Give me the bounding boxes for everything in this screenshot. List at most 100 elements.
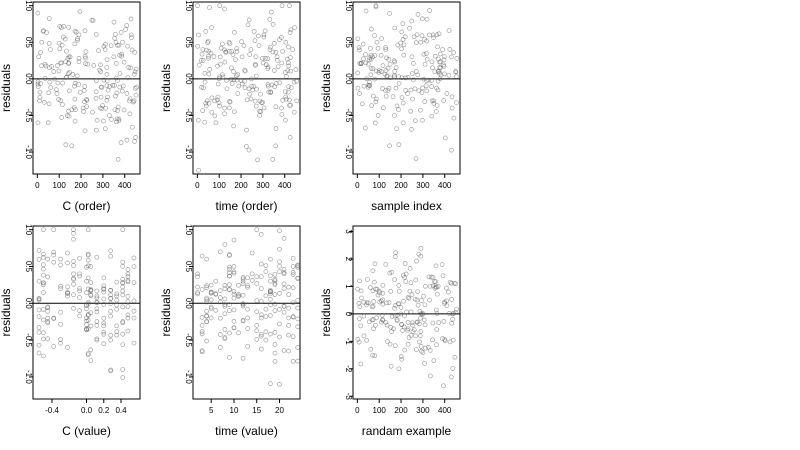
data-point	[450, 316, 455, 322]
data-point	[388, 324, 393, 330]
data-point	[53, 87, 59, 93]
data-point	[112, 31, 118, 37]
data-point	[36, 330, 42, 335]
data-point	[277, 263, 282, 269]
data-point	[405, 295, 411, 300]
data-point	[290, 334, 296, 340]
data-point	[415, 12, 421, 17]
data-point	[90, 109, 95, 115]
data-point	[258, 109, 264, 114]
data-point	[358, 361, 364, 367]
data-point	[447, 47, 453, 52]
data-point	[384, 322, 390, 328]
data-point	[66, 88, 72, 94]
data-point	[454, 306, 459, 312]
data-point	[377, 299, 383, 305]
data-point	[448, 374, 454, 380]
data-point	[439, 262, 445, 267]
data-point	[440, 273, 446, 279]
data-point	[85, 326, 91, 332]
data-point	[368, 46, 373, 51]
data-point	[245, 343, 250, 349]
data-point	[91, 63, 97, 68]
data-point	[220, 41, 225, 47]
data-point	[40, 317, 46, 323]
data-point	[222, 286, 228, 291]
data-point	[272, 330, 278, 335]
data-point	[369, 317, 375, 323]
panel-1: 0 100 200 300 400 -1.0 -0.5 0.0 0.5 1.0 C (order) r…	[0, 0, 141, 213]
data-point	[71, 292, 76, 297]
data-point	[372, 120, 378, 126]
y-tick-label: 0	[344, 312, 353, 317]
data-point	[405, 320, 411, 325]
data-point	[130, 124, 135, 130]
data-point	[272, 342, 278, 347]
data-point	[271, 68, 277, 73]
data-point	[355, 70, 361, 76]
data-point	[98, 84, 104, 90]
data-point	[421, 51, 427, 57]
data-point	[406, 295, 412, 301]
data-point	[74, 73, 80, 79]
data-point	[120, 263, 126, 269]
data-point	[454, 55, 460, 61]
data-point	[357, 47, 362, 53]
data-point	[204, 283, 210, 289]
data-point	[450, 366, 456, 371]
data-point	[290, 270, 296, 275]
data-point	[84, 322, 89, 327]
data-point	[251, 29, 257, 34]
data-point	[40, 336, 46, 342]
data-point	[120, 304, 126, 310]
data-point	[196, 32, 201, 38]
data-point	[249, 76, 254, 82]
x-tick-label: 400	[118, 181, 132, 190]
data-point	[240, 355, 246, 361]
data-point	[224, 86, 230, 92]
data-point	[263, 329, 269, 335]
data-point	[267, 47, 273, 53]
data-point	[268, 297, 273, 302]
data-point	[239, 81, 245, 87]
data-point	[199, 287, 205, 292]
data-point	[437, 59, 443, 65]
data-point	[373, 3, 379, 9]
data-point	[113, 61, 119, 66]
data-point	[361, 333, 367, 339]
data-point	[387, 11, 392, 16]
data-point	[224, 78, 229, 83]
data-point	[204, 295, 210, 301]
data-point	[229, 65, 234, 71]
data-point	[252, 38, 258, 43]
data-point	[274, 54, 280, 60]
data-point	[203, 103, 209, 109]
data-point	[132, 49, 137, 55]
data-point	[371, 299, 377, 304]
x-axis-label: sample index	[371, 199, 442, 213]
data-point	[117, 71, 123, 76]
data-point	[94, 293, 100, 299]
data-point	[442, 54, 447, 59]
data-point	[413, 347, 419, 352]
data-point	[227, 252, 232, 257]
data-point	[418, 344, 424, 349]
data-point	[373, 286, 378, 292]
data-point	[200, 108, 206, 114]
data-point	[268, 313, 273, 318]
x-tick-label: 200	[234, 181, 248, 190]
data-point	[206, 100, 212, 106]
data-point	[277, 291, 282, 296]
x-tick-label: 10	[230, 406, 239, 415]
data-point	[128, 32, 134, 38]
data-point	[258, 346, 264, 352]
data-point	[448, 54, 454, 60]
data-point	[446, 289, 451, 295]
data-point	[195, 284, 200, 290]
data-point	[286, 332, 291, 338]
data-point	[363, 60, 369, 66]
data-point	[253, 62, 258, 68]
data-point	[40, 330, 46, 336]
data-point	[374, 39, 380, 45]
data-point	[412, 296, 418, 302]
